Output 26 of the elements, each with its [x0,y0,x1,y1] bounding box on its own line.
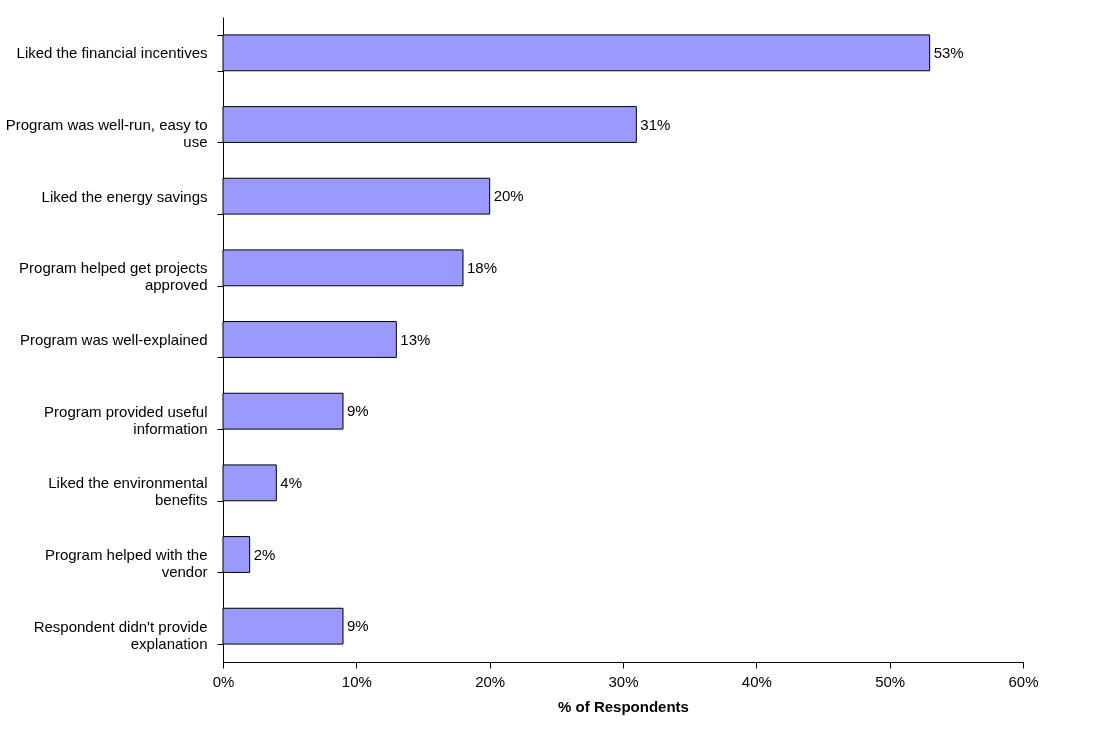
data-label: 18% [467,258,498,276]
data-label: 9% [347,402,369,420]
x-tick-label: 10% [341,672,372,690]
y-tick-label: Respondent didn't provide explanation [33,617,208,652]
data-label: 31% [640,115,671,133]
data-label: 20% [493,187,524,205]
y-tick-label: Liked the financial incentives [16,44,208,62]
x-tick-label: 40% [741,672,772,690]
y-tick-label: Program provided useful information [44,402,208,437]
y-tick-label: Program helped get projects approved [19,259,208,294]
x-tick-label: 60% [1008,672,1039,690]
x-tick-label: 20% [475,672,506,690]
x-tick-label: 50% [875,672,906,690]
data-label: 13% [400,330,431,348]
x-tick-label: 30% [608,672,639,690]
y-tick-label: Program helped with the vendor [44,546,208,580]
y-tick-label: Liked the energy savings [41,187,208,205]
data-label: 9% [347,617,369,635]
data-label: 53% [933,43,964,61]
x-tick-label: 0% [212,672,235,690]
data-label: 2% [253,545,276,563]
data-label: 4% [280,473,303,491]
y-tick-label: Program was well-run, easy to use [5,116,208,150]
y-tick-label: Program was well-explained [19,331,208,348]
x-axis-title: % of Respondents [558,697,689,715]
y-tick-label: Liked the environmental benefits [48,474,208,509]
